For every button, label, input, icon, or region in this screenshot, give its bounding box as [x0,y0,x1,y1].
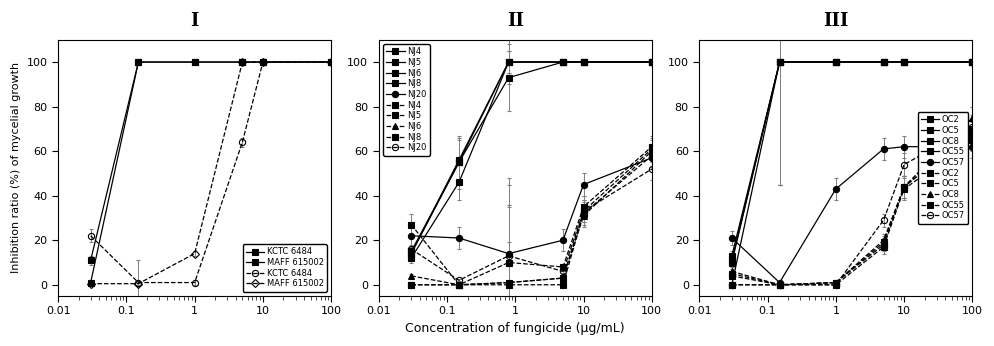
Text: II: II [507,11,524,29]
Text: III: III [823,11,849,29]
Text: I: I [191,11,199,29]
Legend: OC2, OC5, OC8, OC55, OC57, OC2, OC5, OC8, OC55, OC57: OC2, OC5, OC8, OC55, OC57, OC2, OC5, OC8… [917,112,968,224]
Y-axis label: Inhibition ratio (%) of mycelial growth: Inhibition ratio (%) of mycelial growth [11,62,21,273]
Legend: KCTC 6484, MAFF 615002, KCTC 6484, MAFF 615002: KCTC 6484, MAFF 615002, KCTC 6484, MAFF … [243,244,327,292]
X-axis label: Concentration of fungicide (μg/mL): Concentration of fungicide (μg/mL) [406,322,625,335]
Legend: NJ4, NJ5, NJ6, NJ8, NJ20, NJ4, NJ5, NJ6, NJ8, NJ20: NJ4, NJ5, NJ6, NJ8, NJ20, NJ4, NJ5, NJ6,… [383,44,429,156]
